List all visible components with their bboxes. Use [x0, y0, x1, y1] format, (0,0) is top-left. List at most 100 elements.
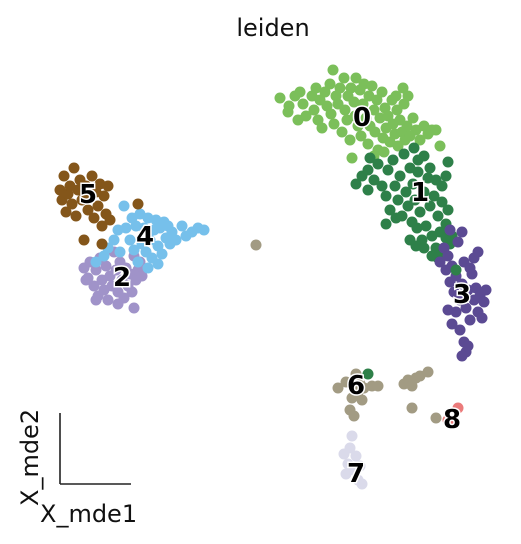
- point-cluster-1-38: [442, 204, 454, 216]
- point-cluster-0-38: [362, 138, 374, 150]
- point-cluster-4-35: [198, 224, 210, 236]
- point-cluster-1-0: [350, 178, 362, 190]
- chart-title: leiden: [236, 14, 309, 42]
- point-cluster-3-30: [442, 304, 454, 316]
- point-cluster-1-56: [380, 218, 392, 230]
- point-cluster-4-6: [118, 200, 130, 212]
- point-cluster-6-5: [348, 410, 360, 422]
- point-cluster-1-16: [400, 186, 412, 198]
- point-cluster-5-19: [92, 200, 104, 212]
- point-cluster-0-7: [308, 104, 320, 116]
- point-cluster-6-12: [372, 380, 384, 392]
- point-cluster-0-31: [350, 72, 362, 84]
- point-cluster-1-33: [432, 210, 444, 222]
- point-cluster-1-24: [414, 206, 426, 218]
- point-cluster-1-11: [389, 180, 401, 192]
- point-cluster-0-42: [368, 104, 380, 116]
- cluster-label-0: 0: [353, 103, 371, 133]
- point-cluster-2-4: [90, 264, 102, 276]
- point-cluster-0-43: [369, 126, 381, 138]
- point-cluster-0-64: [407, 112, 419, 124]
- point-cluster-4-31: [176, 220, 188, 232]
- point-cluster-0-34: [355, 130, 367, 142]
- point-cluster-5-21: [96, 220, 108, 232]
- cluster-label-3: 3: [453, 280, 471, 310]
- point-cluster-5-17: [88, 212, 100, 224]
- point-cluster-1-35: [436, 196, 448, 208]
- point-cluster-5-24: [102, 180, 114, 192]
- point-cluster-7-3: [346, 430, 358, 442]
- point-cluster-0-26: [344, 134, 356, 146]
- cluster-labels-layer: 0 1 2 3 4 5 6 7 8: [77, 102, 472, 491]
- y-axis-label: X_mde2: [16, 409, 44, 506]
- point-cluster-1-10: [387, 154, 399, 166]
- point-cluster-5-14: [82, 204, 94, 216]
- point-cluster-0-3: [294, 86, 306, 98]
- point-cluster-0-20: [334, 82, 346, 94]
- point-cluster-0-16: [327, 64, 339, 76]
- cluster-label-8: 8: [443, 405, 461, 435]
- point-cluster-0-76: [292, 114, 304, 126]
- point-cluster-3-21: [478, 296, 490, 308]
- point-cluster-1-23: [412, 166, 424, 178]
- point-cluster-0-32: [352, 120, 364, 132]
- point-cluster-1-26: [418, 186, 430, 198]
- cluster-6-points: [250, 239, 442, 424]
- point-cluster-3-32: [456, 226, 468, 238]
- point-cluster-1-7: [380, 190, 392, 202]
- point-cluster-0-11: [316, 122, 328, 134]
- point-cluster-0-71: [434, 140, 446, 152]
- point-cluster-2-22: [126, 286, 138, 298]
- point-cluster-2-3: [88, 280, 100, 292]
- point-cluster-0-72: [402, 90, 414, 102]
- point-cluster-5-22: [98, 190, 110, 202]
- point-cluster-7-7: [354, 460, 366, 472]
- point-cluster-0-4: [297, 98, 309, 110]
- x-axis-label: X_mde1: [40, 500, 137, 528]
- point-cluster-2-31: [112, 298, 124, 310]
- point-cluster-3-20: [476, 312, 488, 324]
- point-cluster-8-0: [452, 402, 464, 414]
- point-cluster-1-15: [398, 148, 410, 160]
- point-cluster-1-42: [440, 170, 452, 182]
- cluster-3-points: [434, 226, 492, 362]
- point-cluster-1-9: [384, 204, 396, 216]
- point-cluster-0-28: [346, 152, 358, 164]
- points-layer: [54, 64, 492, 490]
- point-cluster-3-23: [454, 324, 466, 336]
- point-cluster-1-57: [390, 212, 402, 224]
- cluster-label-2: 2: [113, 263, 131, 293]
- point-cluster-0-12: [319, 86, 331, 98]
- point-cluster-1-3: [364, 152, 376, 164]
- point-cluster-0-15: [325, 108, 337, 120]
- cluster-label-6: 6: [347, 371, 365, 401]
- point-cluster-6-0: [250, 239, 262, 251]
- point-cluster-1-22: [411, 222, 423, 234]
- point-cluster-0-0: [274, 92, 286, 104]
- point-cluster-4-37: [152, 258, 164, 270]
- point-cluster-1-13: [394, 170, 406, 182]
- point-cluster-1-6: [376, 180, 388, 192]
- point-cluster-3-6: [448, 286, 460, 298]
- point-cluster-4-0: [90, 256, 102, 268]
- point-cluster-3-27: [462, 340, 474, 352]
- point-cluster-1-20: [407, 178, 419, 190]
- point-cluster-6-1: [332, 382, 344, 394]
- point-cluster-5-27: [96, 238, 108, 250]
- point-cluster-1-12: [392, 194, 404, 206]
- point-cluster-6-9: [356, 394, 368, 406]
- point-cluster-6-19: [406, 402, 418, 414]
- point-cluster-2-28: [128, 302, 140, 314]
- point-cluster-1-2: [362, 164, 374, 176]
- point-cluster-0-41: [366, 80, 378, 92]
- point-cluster-4-24: [156, 248, 168, 260]
- point-cluster-0-8: [310, 82, 322, 94]
- point-cluster-6-20: [430, 412, 442, 424]
- point-cluster-6-6: [350, 368, 362, 380]
- point-cluster-5-26: [132, 198, 144, 210]
- point-cluster-1-21: [409, 194, 421, 206]
- point-cluster-2-10: [102, 294, 114, 306]
- point-cluster-4-7: [120, 222, 132, 234]
- point-cluster-4-30: [170, 234, 182, 246]
